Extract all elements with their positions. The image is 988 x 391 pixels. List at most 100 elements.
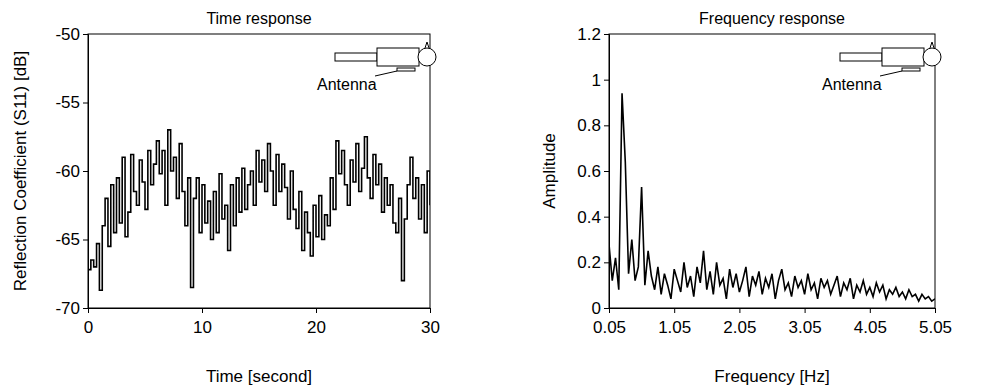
plot-marks bbox=[88, 130, 430, 290]
x-tick-label: 20 bbox=[307, 318, 326, 337]
x-tick-mark bbox=[430, 308, 431, 313]
x-tick: 30 bbox=[421, 308, 440, 337]
chart: 0.05 1.05 2.05 3.05 4.05 5.05 0 0.2 0.4 0.6 0.8 1 1.… bbox=[540, 10, 952, 386]
y-tick-label: -70 bbox=[55, 299, 80, 318]
y-tick: 1.2 bbox=[577, 25, 609, 44]
y-tick: 0.8 bbox=[577, 116, 609, 135]
x-axis-title: Time [second] bbox=[206, 367, 312, 386]
y-tick: 0 bbox=[592, 299, 609, 318]
y-tick-mark bbox=[83, 308, 88, 309]
chart: 0 10 20 30 -70 -65 -60 -55 -50 Time response Time … bbox=[11, 10, 440, 386]
plot-marks bbox=[609, 93, 935, 301]
x-tick-mark bbox=[739, 308, 740, 313]
y-tick-mark bbox=[83, 103, 88, 104]
x-tick: 5.05 bbox=[919, 308, 952, 337]
icon-head bbox=[418, 48, 436, 66]
x-tick-mark bbox=[870, 308, 871, 313]
icon-head bbox=[923, 48, 941, 66]
y-tick: 0.4 bbox=[577, 208, 609, 227]
icon-legs bbox=[840, 53, 882, 61]
plot-frame bbox=[609, 34, 935, 308]
icon-body bbox=[882, 48, 924, 66]
y-tick: -50 bbox=[55, 25, 88, 44]
icon-body bbox=[377, 48, 419, 66]
x-tick-label: 0.05 bbox=[593, 318, 626, 337]
y-tick-label: 0.8 bbox=[577, 116, 601, 135]
x-tick: 10 bbox=[193, 308, 212, 337]
x-axis-line bbox=[610, 309, 936, 314]
y-tick-label: -65 bbox=[55, 230, 80, 249]
y-tick: 0.6 bbox=[577, 162, 609, 181]
y-tick-mark bbox=[604, 125, 609, 126]
y-tick-mark bbox=[83, 240, 88, 241]
antenna-icon bbox=[335, 42, 436, 76]
figure: 0102030-70-65-60-55-50Time responseTime … bbox=[0, 0, 988, 391]
x-tick-label: 2.05 bbox=[723, 318, 756, 337]
y-tick-mark bbox=[604, 308, 609, 309]
y-tick-label: 0.4 bbox=[577, 208, 601, 227]
chart-title: Time response bbox=[206, 10, 311, 27]
x-tick: 1.05 bbox=[658, 308, 691, 337]
y-tick-mark bbox=[83, 171, 88, 172]
y-axis-title: Amplitude bbox=[540, 133, 559, 209]
y-axis-line bbox=[83, 35, 89, 309]
x-tick: 20 bbox=[307, 308, 326, 337]
x-tick-label: 3.05 bbox=[789, 318, 822, 337]
y-tick-label: -60 bbox=[55, 162, 80, 181]
icon-antenna bbox=[397, 68, 415, 71]
x-tick: 4.05 bbox=[854, 308, 887, 337]
x-tick: 0 bbox=[84, 308, 93, 337]
y-tick-label: -55 bbox=[55, 93, 80, 112]
y-axis-title: Reflection Coefficient (S11) [dB] bbox=[11, 51, 30, 291]
y-tick-label: 0.2 bbox=[577, 253, 601, 272]
y-tick-label: 0 bbox=[592, 299, 601, 318]
y-tick: 0.2 bbox=[577, 253, 609, 272]
x-tick-label: 1.05 bbox=[658, 318, 691, 337]
icon-nose bbox=[425, 42, 429, 48]
y-axis: 0 0.2 0.4 0.6 0.8 1 1.2 bbox=[577, 25, 609, 318]
annotation: Antenna bbox=[317, 76, 377, 93]
x-tick-label: 0 bbox=[84, 318, 93, 337]
icon-leader bbox=[375, 71, 397, 76]
x-tick-mark bbox=[202, 308, 203, 313]
icon-nose bbox=[930, 42, 934, 48]
y-tick: -70 bbox=[55, 299, 88, 318]
y-axis-line bbox=[604, 35, 610, 309]
y-tick: -65 bbox=[55, 230, 88, 249]
x-axis: 0.05 1.05 2.05 3.05 4.05 5.05 bbox=[593, 308, 952, 337]
data-line bbox=[88, 130, 430, 290]
x-tick-mark bbox=[674, 308, 675, 313]
data-line bbox=[609, 93, 935, 301]
y-tick-mark bbox=[604, 217, 609, 218]
y-tick-label: 1.2 bbox=[577, 25, 601, 44]
y-axis: -70 -65 -60 -55 -50 bbox=[55, 25, 88, 318]
annotation: Antenna bbox=[822, 76, 882, 93]
y-tick-mark bbox=[604, 80, 609, 81]
x-tick-mark bbox=[935, 308, 936, 313]
y-tick-mark bbox=[604, 171, 609, 172]
antenna-icon bbox=[840, 42, 941, 76]
plot-frame bbox=[88, 34, 430, 308]
x-axis-line bbox=[89, 309, 431, 314]
y-tick: -60 bbox=[55, 162, 88, 181]
y-tick-label: 0.6 bbox=[577, 162, 601, 181]
x-tick-label: 5.05 bbox=[919, 318, 952, 337]
x-tick-mark bbox=[805, 308, 806, 313]
chart-title: Frequency response bbox=[699, 10, 845, 27]
y-tick-label: 1 bbox=[592, 71, 601, 90]
icon-legs bbox=[335, 53, 377, 61]
x-axis-title: Frequency [Hz] bbox=[714, 367, 829, 386]
x-tick: 3.05 bbox=[789, 308, 822, 337]
icon-antenna bbox=[902, 68, 920, 71]
y-tick-mark bbox=[604, 34, 609, 35]
y-tick-label: -50 bbox=[55, 25, 80, 44]
x-axis: 0 10 20 30 bbox=[84, 308, 440, 337]
x-tick-label: 30 bbox=[421, 318, 440, 337]
icon-leader bbox=[880, 71, 902, 76]
x-tick-label: 4.05 bbox=[854, 318, 887, 337]
y-tick-mark bbox=[604, 262, 609, 263]
y-tick: 1 bbox=[592, 71, 609, 90]
x-tick-mark bbox=[316, 308, 317, 313]
x-tick: 2.05 bbox=[723, 308, 756, 337]
x-tick-label: 10 bbox=[193, 318, 212, 337]
